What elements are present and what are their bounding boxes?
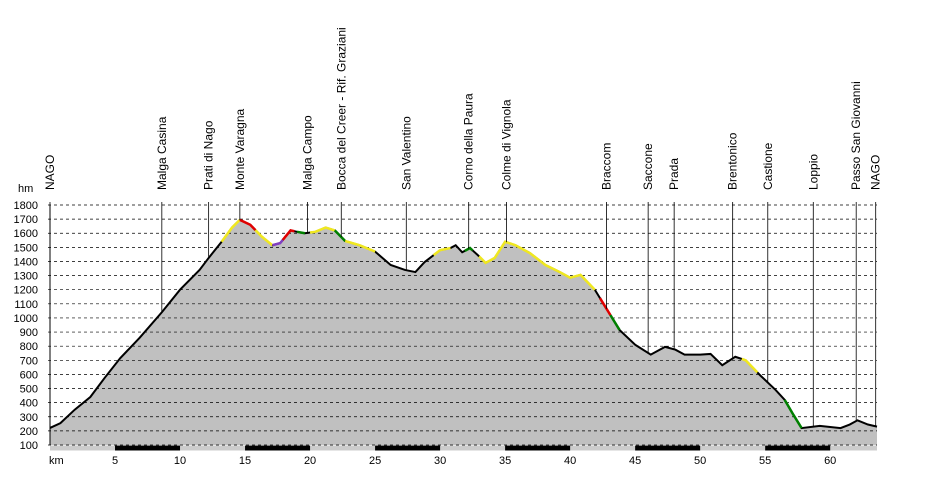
difficulty-segment xyxy=(609,314,621,331)
y-tick-label: 1400 xyxy=(14,256,38,268)
difficulty-segment xyxy=(464,246,474,252)
waypoint-label: Malga Casina xyxy=(155,116,169,190)
difficulty-segment xyxy=(741,357,759,374)
x-tick-label: 15 xyxy=(239,455,251,467)
x-axis-label: km xyxy=(49,455,64,467)
y-tick-label: 1200 xyxy=(14,285,38,297)
waypoint-label: Passo San Giovanni xyxy=(849,81,863,190)
y-tick-label: 1600 xyxy=(14,228,38,240)
x-tick-label: 20 xyxy=(304,455,316,467)
waypoint-label: Colme di Vignola xyxy=(499,99,513,190)
waypoint-label: Bocca del Creer - Rif. Graziani xyxy=(334,27,348,190)
waypoint-label: NAGO xyxy=(43,155,57,190)
x-tick-label: 45 xyxy=(629,455,641,467)
x-tick-label: 40 xyxy=(564,455,576,467)
y-tick-label: 1300 xyxy=(14,271,38,283)
difficulty-segment xyxy=(478,240,596,291)
y-tick-label: 1500 xyxy=(14,242,38,254)
difficulty-segment xyxy=(281,229,295,241)
x-tick-label: 50 xyxy=(694,455,706,467)
y-tick-label: 1700 xyxy=(14,214,38,226)
difficulty-segment xyxy=(239,218,257,231)
difficulty-segment xyxy=(333,229,347,242)
y-tick-label: 100 xyxy=(20,440,38,452)
y-tick-label: 800 xyxy=(20,341,38,353)
waypoint-label: Prati di Nago xyxy=(202,120,216,190)
x-tick-label: 10 xyxy=(174,455,186,467)
y-axis-label: hm xyxy=(18,183,33,195)
x-tick-label: 55 xyxy=(759,455,771,467)
difficulty-segment xyxy=(344,239,376,253)
x-tick-label: 30 xyxy=(434,455,446,467)
difficulty-segment xyxy=(272,239,284,247)
x-tick-label: 60 xyxy=(824,455,836,467)
y-tick-label: 900 xyxy=(20,327,38,339)
waypoint-label: Monte Varagna xyxy=(233,109,247,190)
y-tick-label: 1800 xyxy=(14,200,38,212)
y-tick-label: 400 xyxy=(20,398,38,410)
y-tick-label: 200 xyxy=(20,426,38,438)
y-tick-label: 1100 xyxy=(14,299,38,311)
waypoint-label: Castione xyxy=(761,142,775,190)
waypoint-label: Prada xyxy=(667,158,681,190)
waypoint-label: Saccone xyxy=(641,143,655,190)
x-tick-label: 35 xyxy=(499,455,511,467)
waypoint-label: Malga Campo xyxy=(300,115,314,190)
waypoint-label: Braccom xyxy=(600,143,614,190)
waypoint-label: Corno della Paura xyxy=(462,93,476,190)
difficulty-segment xyxy=(220,218,241,243)
y-tick-label: 1000 xyxy=(14,313,38,325)
difficulty-segment xyxy=(296,230,306,235)
y-tick-label: 500 xyxy=(20,384,38,396)
difficulty-segment xyxy=(254,229,274,247)
waypoint-label: NAGO xyxy=(869,155,883,190)
x-tick-label: 25 xyxy=(369,455,381,467)
area-fill xyxy=(50,219,877,445)
difficulty-segment xyxy=(309,226,336,234)
y-tick-label: 300 xyxy=(20,412,38,424)
difficulty-segment xyxy=(432,246,451,257)
x-tick-label: 5 xyxy=(112,455,118,467)
waypoint-label: Brentonico xyxy=(726,132,740,190)
y-tick-label: 600 xyxy=(20,369,38,381)
y-tick-label: 700 xyxy=(20,355,38,367)
difficulty-segment xyxy=(783,399,803,429)
waypoint-label: Loppio xyxy=(806,154,820,190)
waypoint-label: San Valentino xyxy=(399,116,413,190)
difficulty-segment xyxy=(598,297,612,316)
